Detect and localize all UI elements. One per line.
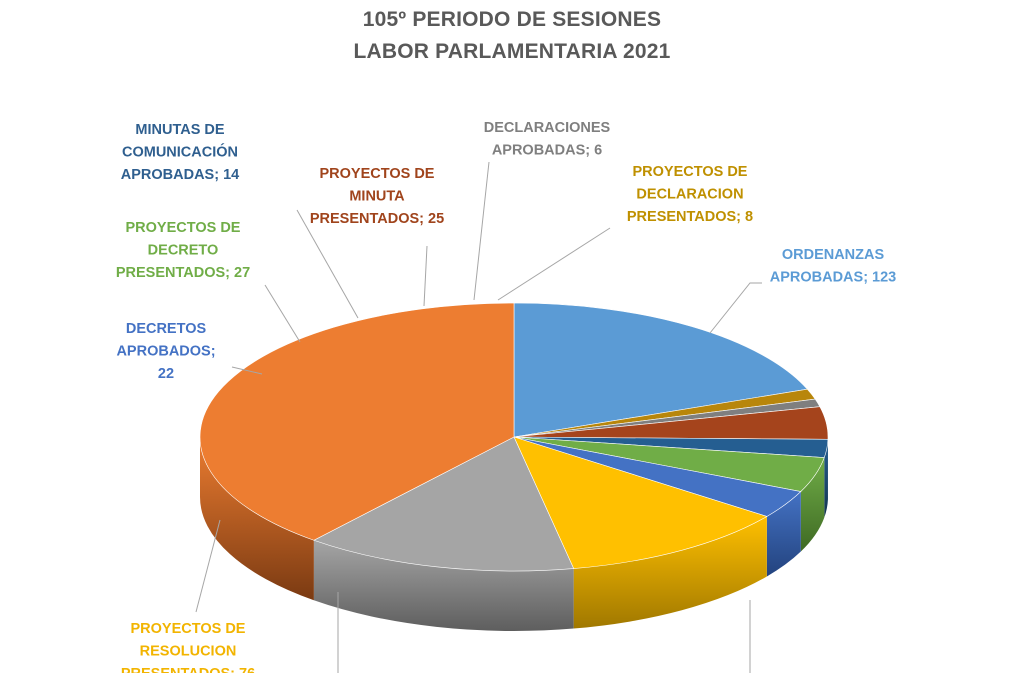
chart-title-line-2: LABOR PARLAMENTARIA 2021 (353, 40, 671, 63)
pie-side-7 (573, 516, 767, 629)
data-label-3: PROYECTOS DE MINUTA PRESENTADOS; 25 (310, 166, 444, 227)
leader-line-2 (473, 161, 490, 301)
pie-slice-7 (513, 436, 768, 569)
leader-line-1 (497, 227, 611, 301)
data-label-7: PROYECTOS DERESOLUCIONPRESENTADOS; 76 (121, 621, 255, 673)
data-label-1: PROYECTOS DE DECLARACION PRESENTADOS; 8 (627, 164, 753, 225)
pie-slice-9 (199, 302, 515, 541)
pie-side-8 (313, 540, 574, 631)
pie-side-walls (200, 437, 828, 631)
leader-line-0 (709, 282, 762, 334)
data-label-0: ORDENANZAS APROBADAS; 123 (770, 247, 897, 286)
data-label-2: DECLARACIONES APROBADAS; 6 (484, 120, 611, 159)
leader-line-3 (423, 245, 428, 307)
data-labels: ORDENANZAS APROBADAS; 123 PROYECTOS DE DECL… (116, 120, 896, 673)
leader-line-4 (296, 209, 359, 319)
pie-side-5 (800, 457, 825, 552)
data-label-6: DECRETOS APROBADOS; 22 (116, 321, 215, 382)
data-label-5: PROYECTOS DE DECRETO PRESENTADOS; 27 (116, 220, 250, 281)
pie-side-4 (824, 439, 828, 518)
pie-side-6 (766, 491, 801, 577)
pie-side-9 (200, 437, 314, 601)
leader-line-6 (231, 366, 263, 375)
leader-lines (195, 161, 762, 673)
pie-slice-8 (313, 436, 575, 572)
chart-title-line-1: 105º PERIODO DE SESIONES (362, 8, 662, 31)
leader-line-7 (195, 519, 221, 613)
pie-slice-0 (513, 302, 808, 438)
data-label-4: MINUTAS DE COMUNICACIÓN APROBADAS; 14 (121, 122, 239, 183)
pie-slices (199, 302, 829, 572)
leader-line-5 (264, 284, 301, 343)
